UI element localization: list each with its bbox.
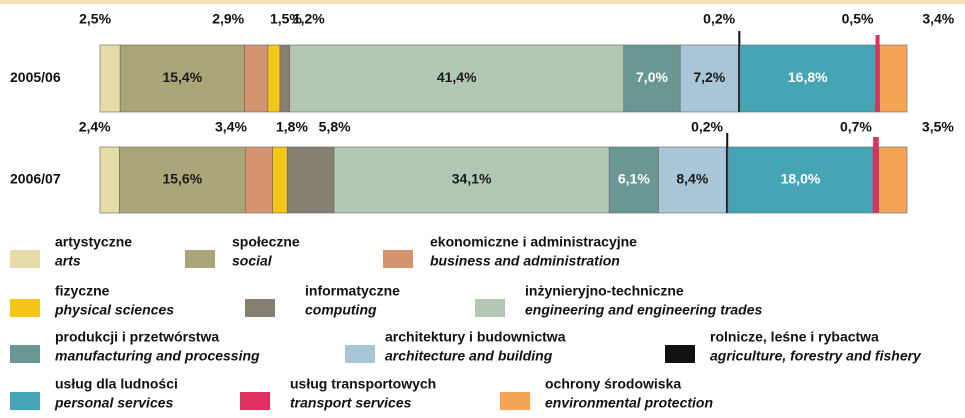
legend-swatch [10,299,40,317]
value-label: 3,4% [922,11,954,27]
value-label: 0,5% [842,11,874,27]
bar-segment [279,44,290,113]
legend-label-en: computing [305,302,377,318]
legend-label-en: agriculture, forestry and fishery [710,348,922,364]
value-label: 3,4% [215,119,247,135]
legend-label-en: personal services [54,395,174,411]
value-label: 1,2% [293,11,325,27]
legend-label-en: arts [55,253,81,269]
legend-swatch [665,345,695,363]
legend-label: inżynieryjno-techniczne [525,283,684,299]
bar-segment [679,44,739,113]
bar-segment [608,146,659,214]
bar-segment [99,146,120,214]
legend-swatch [500,392,530,410]
legend-label-en: architecture and building [385,348,553,364]
bar-tick [873,137,879,213]
value-label: 0,2% [703,11,735,27]
value-label: 41,4% [437,69,477,85]
value-label: 1,5% [270,11,302,27]
legend-label: społeczne [232,234,300,250]
legend-label-en: transport services [290,395,412,411]
legend-label-en: social [232,253,273,269]
row-label: 2006/07 [10,171,61,187]
legend-label-en: environmental protection [545,395,713,411]
legend-swatch [245,299,275,317]
legend-label-en: manufacturing and processing [55,348,260,364]
bar-tick [738,31,741,112]
legend-label-en: engineering and engineering trades [525,302,762,318]
value-label: 2,5% [79,11,111,27]
value-label: 15,4% [162,69,202,85]
value-label: 16,8% [788,69,828,85]
legend-label: usług dla ludności [55,376,178,392]
legend-label: ochrony środowiska [545,376,681,392]
bar-segment [244,44,269,113]
bar-segment [272,146,288,214]
bar-segment [289,44,625,113]
value-label: 8,4% [676,171,708,187]
top-strip [0,0,965,4]
value-label: 18,0% [781,171,821,187]
legend-label: artystyczne [55,234,132,250]
legend-label: rolnicze, leśne i rybactwa [710,329,879,345]
bar-tick [875,35,880,112]
legend-label: ekonomiczne i administracyjne [430,234,637,250]
bar-segment [99,44,121,113]
legend-swatch [383,250,413,268]
value-label: 0,2% [691,119,723,135]
legend-swatch [10,392,40,410]
bar-segment [286,146,335,214]
legend-label: usług transportowych [290,376,436,392]
legend-label: architektury i budownictwa [385,329,566,345]
legend-label-en: business and administration [430,253,620,269]
bar-segment [878,146,908,214]
bar-tick [726,133,729,213]
value-label: 1,8% [276,119,308,135]
value-label: 7,0% [636,69,668,85]
bar-segment [244,146,273,214]
bar-segment [267,44,281,113]
bar-segment [727,146,874,214]
legend-label-en: physical sciences [54,302,174,318]
legend-swatch [185,250,215,268]
value-label: 3,5% [922,119,954,135]
value-label: 6,1% [618,171,650,187]
legend-label: produkcji i przetwórstwa [55,329,219,345]
legend-swatch [345,345,375,363]
value-label: 0,7% [840,119,872,135]
value-label: 34,1% [452,171,492,187]
bar-segment [658,146,727,214]
value-label: 15,6% [162,171,202,187]
legend-swatch [475,299,505,317]
value-label: 5,8% [319,119,351,135]
legend-label: informatyczne [305,283,400,299]
row-label: 2005/06 [10,69,61,85]
legend-label: fizyczne [55,283,110,299]
value-label: 2,9% [212,11,244,27]
legend-swatch [240,392,270,410]
value-label: 7,2% [693,69,725,85]
legend-swatch [10,345,40,363]
bar-segment [119,44,245,113]
bar-segment [879,44,908,113]
bar-segment [333,146,610,214]
value-label: 2,4% [79,119,111,135]
legend-swatch [10,250,40,268]
